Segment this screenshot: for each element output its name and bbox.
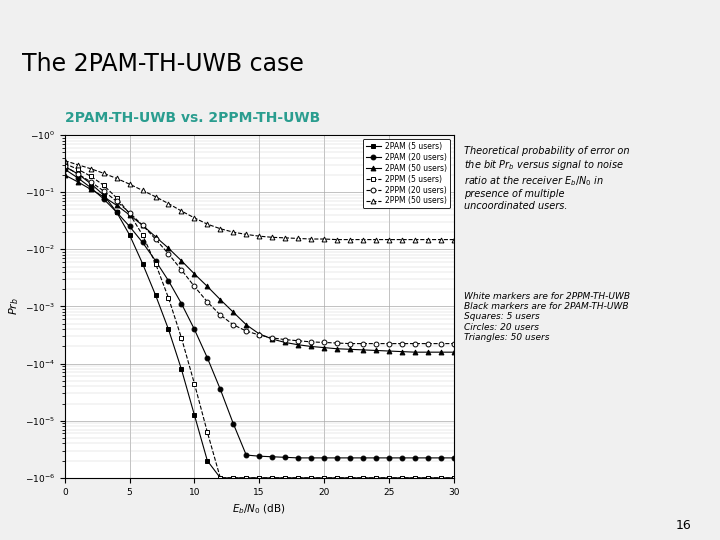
Legend: 2PAM (5 users), 2PAM (20 users), 2PAM (50 users), 2PPM (5 users), 2PPM (20 users: 2PAM (5 users), 2PAM (20 users), 2PAM (5…: [363, 139, 450, 208]
Text: 16: 16: [675, 519, 691, 532]
Text: 2PAM-TH-UWB vs. 2PPM-TH-UWB: 2PAM-TH-UWB vs. 2PPM-TH-UWB: [65, 111, 320, 125]
X-axis label: $E_b/N_0$ (dB): $E_b/N_0$ (dB): [233, 502, 286, 516]
Text: The 2PAM-TH-UWB case: The 2PAM-TH-UWB case: [22, 52, 303, 76]
Text: Theoretical probability of error on
the bit $\mathit{Pr_b}$ versus signal to noi: Theoretical probability of error on the …: [464, 146, 630, 211]
Y-axis label: $Pr_b$: $Pr_b$: [7, 298, 21, 315]
Text: White markers are for 2PPM-TH-UWB
Black markers are for 2PAM-TH-UWB
Squares: 5 u: White markers are for 2PPM-TH-UWB Black …: [464, 292, 631, 342]
